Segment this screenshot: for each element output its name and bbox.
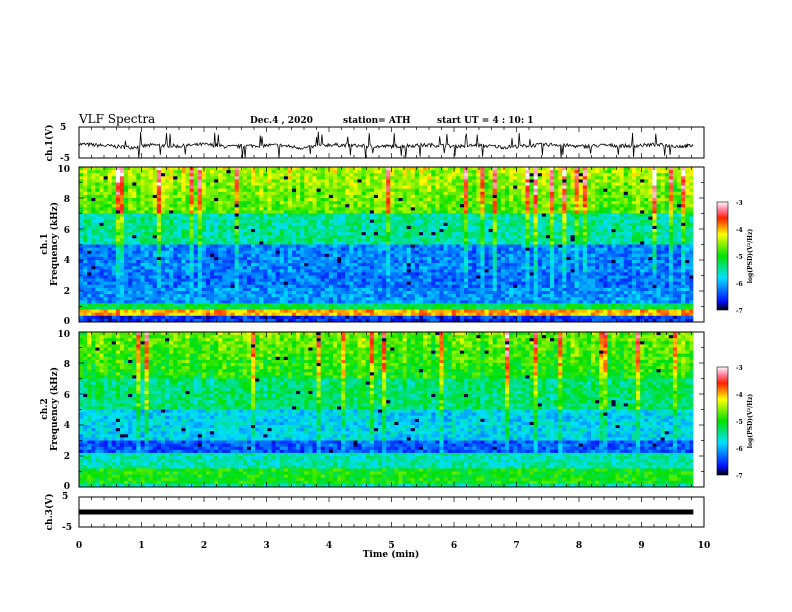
- x-tick-label: 1: [138, 541, 144, 551]
- ch1-spec-ylabel-channel: ch.1: [40, 233, 50, 254]
- ch1-colorbar-tick-m5: -5: [736, 254, 743, 261]
- ch1-colorbar-tick-m3: -3: [736, 200, 743, 207]
- ch1-colorbar-tick-m4: -4: [736, 227, 743, 234]
- station-label: station= ATH: [343, 116, 411, 126]
- ch2-spec-ylabel-frequency: Frequency (kHz): [49, 367, 60, 451]
- x-tick-label: 7: [513, 541, 519, 551]
- x-tick-label: 10: [698, 541, 711, 551]
- ch1-spec-ytick-10: 10: [57, 165, 70, 175]
- ch2-spec-ylabel-channel: ch.2: [40, 398, 50, 419]
- ch1-spectrogram-image: [79, 167, 694, 323]
- ch2-spectrogram-image: [79, 332, 694, 488]
- ch2-spec-ytick-10: 10: [57, 330, 70, 340]
- x-tick-label: 8: [576, 541, 582, 551]
- ch3-voltage-ylabel: ch.3(V): [44, 494, 55, 531]
- ch2-colorbar-tick-m5: -5: [736, 419, 743, 426]
- x-axis-label: Time (min): [363, 549, 420, 560]
- ch1-spectrogram-panel: [78, 166, 705, 323]
- ch3-voltage-ytick-bottom: -5: [62, 523, 72, 533]
- date-label: Dec.4 , 2020: [250, 116, 313, 126]
- ch1-colorbar-tick-m6: -6: [736, 281, 743, 288]
- ch1-voltage-panel: [78, 126, 705, 159]
- x-tick-label: 0: [76, 541, 82, 551]
- ch1-spec-ytick-0: 0: [64, 317, 70, 327]
- ch2-spectrogram-panel: [78, 331, 705, 488]
- ch2-colorbar-label: log(PSD)(V²/Hz): [747, 394, 754, 449]
- x-tick-label: 5: [388, 541, 394, 551]
- ch2-colorbar-tick-m6: -6: [736, 446, 743, 453]
- ch2-colorbar-tick-m4: -4: [736, 392, 743, 399]
- x-tick-label: 3: [263, 541, 269, 551]
- x-tick-label: 2: [201, 541, 207, 551]
- ch2-colorbar-tick-m3: -3: [736, 365, 743, 372]
- start-time-label: start UT = 4 : 10: 1: [437, 116, 534, 126]
- ch2-spec-ytick-4: 4: [64, 421, 70, 431]
- ch1-colorbar-label: log(PSD)(V²/Hz): [747, 229, 754, 284]
- x-tick-label: 4: [326, 541, 332, 551]
- ch2-spec-ytick-8: 8: [64, 360, 70, 370]
- ch1-spec-ytick-8: 8: [64, 195, 70, 205]
- figure-title: VLF Spectra: [78, 112, 155, 126]
- x-tick-label: 9: [638, 541, 644, 551]
- ch1-spec-ytick-4: 4: [64, 256, 70, 266]
- ch3-voltage-panel: [78, 496, 705, 528]
- ch1-voltage-ylabel: ch.1(V): [44, 125, 55, 162]
- ch2-colorbar: -3 -4 -5 -6 -7 log(PSD)(V²/Hz): [716, 365, 754, 480]
- ch2-spec-ytick-0: 0: [64, 482, 70, 492]
- ch2-colorbar-tick-m7: -7: [736, 473, 743, 480]
- x-tick-labels: 0 1 2 3 4 5 6 7 8 9 10: [76, 541, 710, 551]
- ch1-voltage-ytick-top: 5: [60, 123, 66, 133]
- ch1-voltage-series: [78, 131, 694, 159]
- x-tick-label: 6: [451, 541, 457, 551]
- ch1-colorbar: -3 -4 -5 -6 -7 log(PSD)(V²/Hz): [716, 200, 754, 315]
- ch1-colorbar-tick-m7: -7: [736, 308, 743, 315]
- ch2-spec-ytick-2: 2: [64, 452, 70, 462]
- ch1-spec-ylabel-frequency: Frequency (kHz): [49, 202, 60, 286]
- ch1-voltage-ytick-bottom: -5: [60, 154, 70, 164]
- ch2-spec-ytick-6: 6: [64, 391, 70, 401]
- ch1-spec-ytick-6: 6: [64, 226, 70, 236]
- ch3-voltage-ytick-top: 5: [62, 492, 68, 502]
- ch1-spec-ytick-2: 2: [64, 287, 70, 297]
